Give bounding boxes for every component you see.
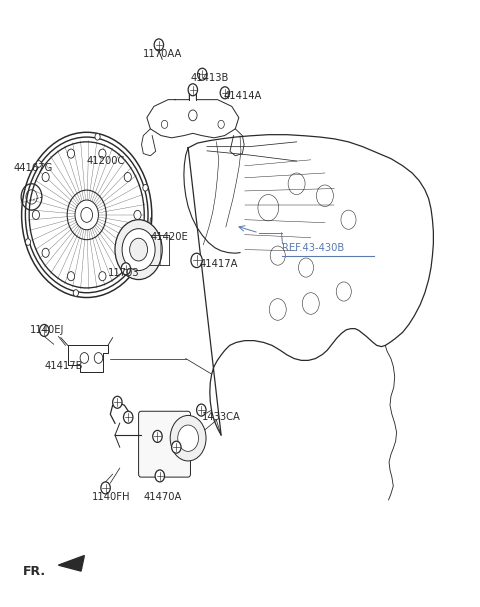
Circle shape [99,149,106,158]
Text: 1170AA: 1170AA [144,49,183,59]
Text: 41420E: 41420E [150,232,188,242]
Circle shape [124,172,132,181]
Circle shape [218,120,224,129]
Circle shape [25,239,31,245]
Circle shape [122,229,155,271]
Circle shape [143,185,148,191]
Text: 41417A: 41417A [200,259,239,269]
Text: REF.43-430B: REF.43-430B [282,243,345,253]
FancyBboxPatch shape [139,412,191,477]
Circle shape [94,353,103,364]
Circle shape [99,272,106,280]
Circle shape [220,87,229,99]
Circle shape [115,220,162,280]
Circle shape [32,211,39,220]
Circle shape [178,425,199,452]
Circle shape [113,396,122,409]
Circle shape [197,404,206,416]
Circle shape [155,470,165,482]
Text: 11703: 11703 [108,268,140,279]
Polygon shape [59,555,84,571]
Text: 41413B: 41413B [191,73,229,83]
Circle shape [42,248,49,257]
Circle shape [134,211,141,220]
Circle shape [154,39,164,51]
Circle shape [130,238,147,261]
Circle shape [124,248,132,257]
Circle shape [123,412,133,423]
Circle shape [188,84,198,96]
Circle shape [39,325,49,336]
Circle shape [67,272,74,280]
Circle shape [36,161,41,167]
Circle shape [80,353,89,364]
Circle shape [67,149,74,158]
Circle shape [153,430,162,443]
Circle shape [101,482,110,494]
Circle shape [161,120,168,129]
Circle shape [95,134,100,140]
Circle shape [191,253,202,268]
Text: 41414A: 41414A [224,91,262,101]
Circle shape [73,290,78,296]
Text: 41417B: 41417B [44,361,83,370]
Text: 1140FH: 1140FH [91,492,130,502]
Circle shape [121,263,131,275]
Circle shape [42,172,49,181]
Circle shape [132,263,137,269]
Text: 41470A: 41470A [144,492,182,502]
Text: 1140EJ: 1140EJ [30,325,64,334]
Circle shape [198,68,207,80]
Text: 44167G: 44167G [13,163,53,173]
Text: FR.: FR. [23,565,46,578]
Circle shape [189,110,197,121]
Circle shape [172,441,181,453]
Text: 41200C: 41200C [87,156,125,166]
Circle shape [170,415,206,461]
Text: 1433CA: 1433CA [202,412,241,422]
